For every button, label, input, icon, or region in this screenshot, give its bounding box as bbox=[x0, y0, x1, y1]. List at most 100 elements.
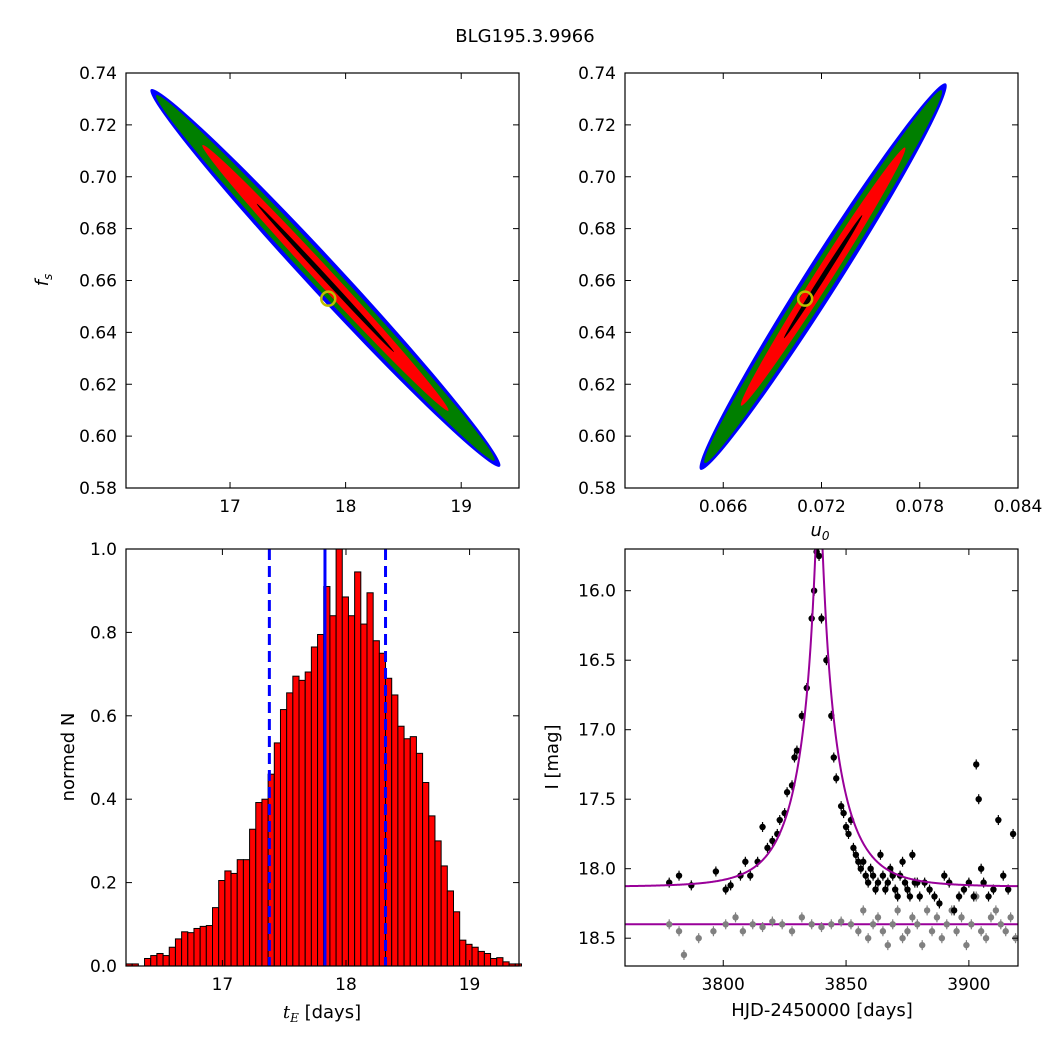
data-point bbox=[783, 789, 791, 796]
histogram-bar bbox=[335, 548, 343, 967]
y-tick-label: 17.0 bbox=[578, 721, 616, 741]
histogram-bar bbox=[366, 592, 374, 967]
x-tick-label: 17 bbox=[212, 975, 234, 995]
data-point bbox=[958, 914, 965, 921]
data-point bbox=[860, 858, 867, 865]
confidence-core bbox=[784, 215, 863, 339]
data-point bbox=[675, 872, 683, 879]
histogram-bar bbox=[181, 931, 189, 967]
histogram-bar bbox=[459, 939, 467, 967]
histogram-bar bbox=[329, 615, 337, 967]
histogram-bar bbox=[310, 646, 319, 967]
histogram-bar bbox=[224, 870, 232, 967]
data-point bbox=[793, 747, 801, 754]
data-point bbox=[904, 928, 911, 935]
data-point bbox=[938, 935, 946, 942]
histogram-bar bbox=[261, 798, 269, 967]
data-point bbox=[1009, 830, 1017, 838]
y-tick-label: 0.64 bbox=[578, 323, 616, 343]
histogram-bar bbox=[409, 736, 417, 967]
y-axis-label: fs bbox=[32, 274, 55, 287]
histogram-bar bbox=[477, 950, 485, 967]
data-point bbox=[779, 921, 786, 928]
data-point bbox=[852, 851, 860, 858]
data-point bbox=[882, 886, 889, 893]
data-point bbox=[1007, 914, 1014, 921]
data-point bbox=[869, 921, 877, 928]
y-tick-label: 0.0 bbox=[90, 957, 117, 977]
panel-tE-histogram: 17 18 19 0.0 0.2 0.4 0.6 0.8 1.0 tE [days] norm… bbox=[58, 540, 522, 1025]
histogram-bar bbox=[354, 571, 362, 967]
data-point bbox=[877, 851, 884, 858]
data-point bbox=[749, 921, 756, 928]
histogram-bar bbox=[144, 957, 152, 967]
histogram-bar bbox=[174, 938, 183, 967]
x-axis-label: HJD-2450000 [days] bbox=[731, 1000, 913, 1021]
x-tick-labels: 0.066 0.072 0.078 0.084 bbox=[699, 497, 1042, 517]
y-tick-label: 16.5 bbox=[578, 651, 616, 671]
histogram-bar bbox=[249, 828, 257, 967]
data-point bbox=[909, 851, 916, 858]
histogram-bar bbox=[453, 911, 461, 967]
histogram-bar bbox=[446, 890, 454, 967]
y-tick-label: 0.72 bbox=[578, 116, 616, 136]
fs-u0-density-map bbox=[699, 83, 947, 470]
histogram-bar bbox=[162, 955, 170, 967]
histogram-bar bbox=[415, 752, 424, 967]
data-point bbox=[857, 865, 864, 872]
y-tick-label: 18.5 bbox=[578, 929, 616, 949]
histogram-bar bbox=[279, 709, 288, 967]
data-point bbox=[884, 879, 892, 886]
tick-marks bbox=[625, 72, 1019, 489]
data-point bbox=[977, 928, 985, 935]
data-point bbox=[894, 893, 901, 900]
histogram-bar bbox=[242, 859, 251, 967]
data-point bbox=[899, 858, 906, 865]
data-point bbox=[855, 928, 862, 935]
data-point bbox=[992, 907, 1000, 914]
histogram-bar bbox=[490, 957, 498, 967]
y-tick-label: 0.2 bbox=[90, 874, 117, 894]
x-tick-label: 3800 bbox=[702, 975, 745, 995]
data-point bbox=[980, 879, 987, 886]
panel-light-curve: 3800 3850 3900 16.0 16.5 17.0 17.5 18.0 18.5 HJ… bbox=[542, 548, 1019, 1021]
data-point bbox=[828, 921, 835, 928]
data-point bbox=[818, 615, 825, 622]
data-point bbox=[990, 886, 997, 893]
data-point bbox=[840, 809, 847, 817]
data-point bbox=[788, 928, 796, 935]
data-point bbox=[955, 893, 963, 900]
x-tick-label: 0.066 bbox=[699, 497, 748, 517]
data-point bbox=[977, 865, 985, 872]
data-point bbox=[894, 907, 901, 914]
data-point bbox=[842, 823, 850, 831]
x-tick-label: 0.072 bbox=[797, 497, 846, 517]
plot-area bbox=[625, 549, 1018, 960]
data-point bbox=[798, 914, 806, 921]
data-point bbox=[776, 816, 783, 824]
data-point bbox=[732, 914, 739, 921]
fs-tE-density-map bbox=[150, 88, 501, 467]
data-point bbox=[970, 893, 977, 900]
y-tick-labels: 0.58 0.60 0.62 0.64 0.66 0.68 0.70 0.72 0.74 bbox=[578, 64, 616, 499]
data-point bbox=[869, 872, 877, 879]
data-point bbox=[914, 921, 921, 928]
data-point bbox=[889, 921, 896, 928]
y-tick-label: 1.0 bbox=[90, 540, 117, 560]
data-point bbox=[874, 879, 882, 886]
data-point bbox=[916, 893, 923, 900]
histogram-bar bbox=[341, 596, 349, 967]
histogram-bar bbox=[218, 880, 226, 967]
histogram-bar bbox=[347, 615, 356, 967]
x-tick-labels: 3800 3850 3900 bbox=[702, 975, 991, 995]
y-tick-label: 0.68 bbox=[578, 220, 616, 240]
data-point bbox=[968, 921, 975, 928]
data-point bbox=[872, 886, 879, 893]
data-point bbox=[985, 893, 992, 900]
y-tick-label: 0.74 bbox=[578, 64, 616, 84]
y-tick-label: 0.66 bbox=[578, 272, 616, 292]
data-point bbox=[931, 893, 938, 900]
histogram-bar bbox=[199, 925, 207, 967]
data-point bbox=[837, 918, 845, 925]
